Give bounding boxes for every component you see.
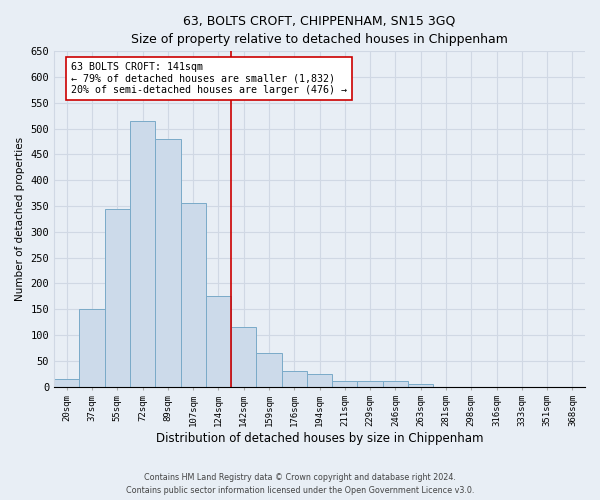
Bar xyxy=(307,374,332,386)
Bar xyxy=(383,382,408,386)
Bar xyxy=(105,208,130,386)
Bar xyxy=(332,382,358,386)
Title: 63, BOLTS CROFT, CHIPPENHAM, SN15 3GQ
Size of property relative to detached hous: 63, BOLTS CROFT, CHIPPENHAM, SN15 3GQ Si… xyxy=(131,15,508,46)
Bar xyxy=(206,296,231,386)
Bar xyxy=(358,382,383,386)
Text: Contains HM Land Registry data © Crown copyright and database right 2024.
Contai: Contains HM Land Registry data © Crown c… xyxy=(126,474,474,495)
Bar xyxy=(54,379,79,386)
Y-axis label: Number of detached properties: Number of detached properties xyxy=(15,137,25,301)
Bar xyxy=(231,327,256,386)
Bar xyxy=(281,371,307,386)
Bar xyxy=(79,309,105,386)
X-axis label: Distribution of detached houses by size in Chippenham: Distribution of detached houses by size … xyxy=(156,432,484,445)
Bar xyxy=(155,139,181,386)
Bar xyxy=(181,204,206,386)
Bar xyxy=(408,384,433,386)
Text: 63 BOLTS CROFT: 141sqm
← 79% of detached houses are smaller (1,832)
20% of semi-: 63 BOLTS CROFT: 141sqm ← 79% of detached… xyxy=(71,62,347,95)
Bar xyxy=(130,121,155,386)
Bar xyxy=(256,353,281,386)
